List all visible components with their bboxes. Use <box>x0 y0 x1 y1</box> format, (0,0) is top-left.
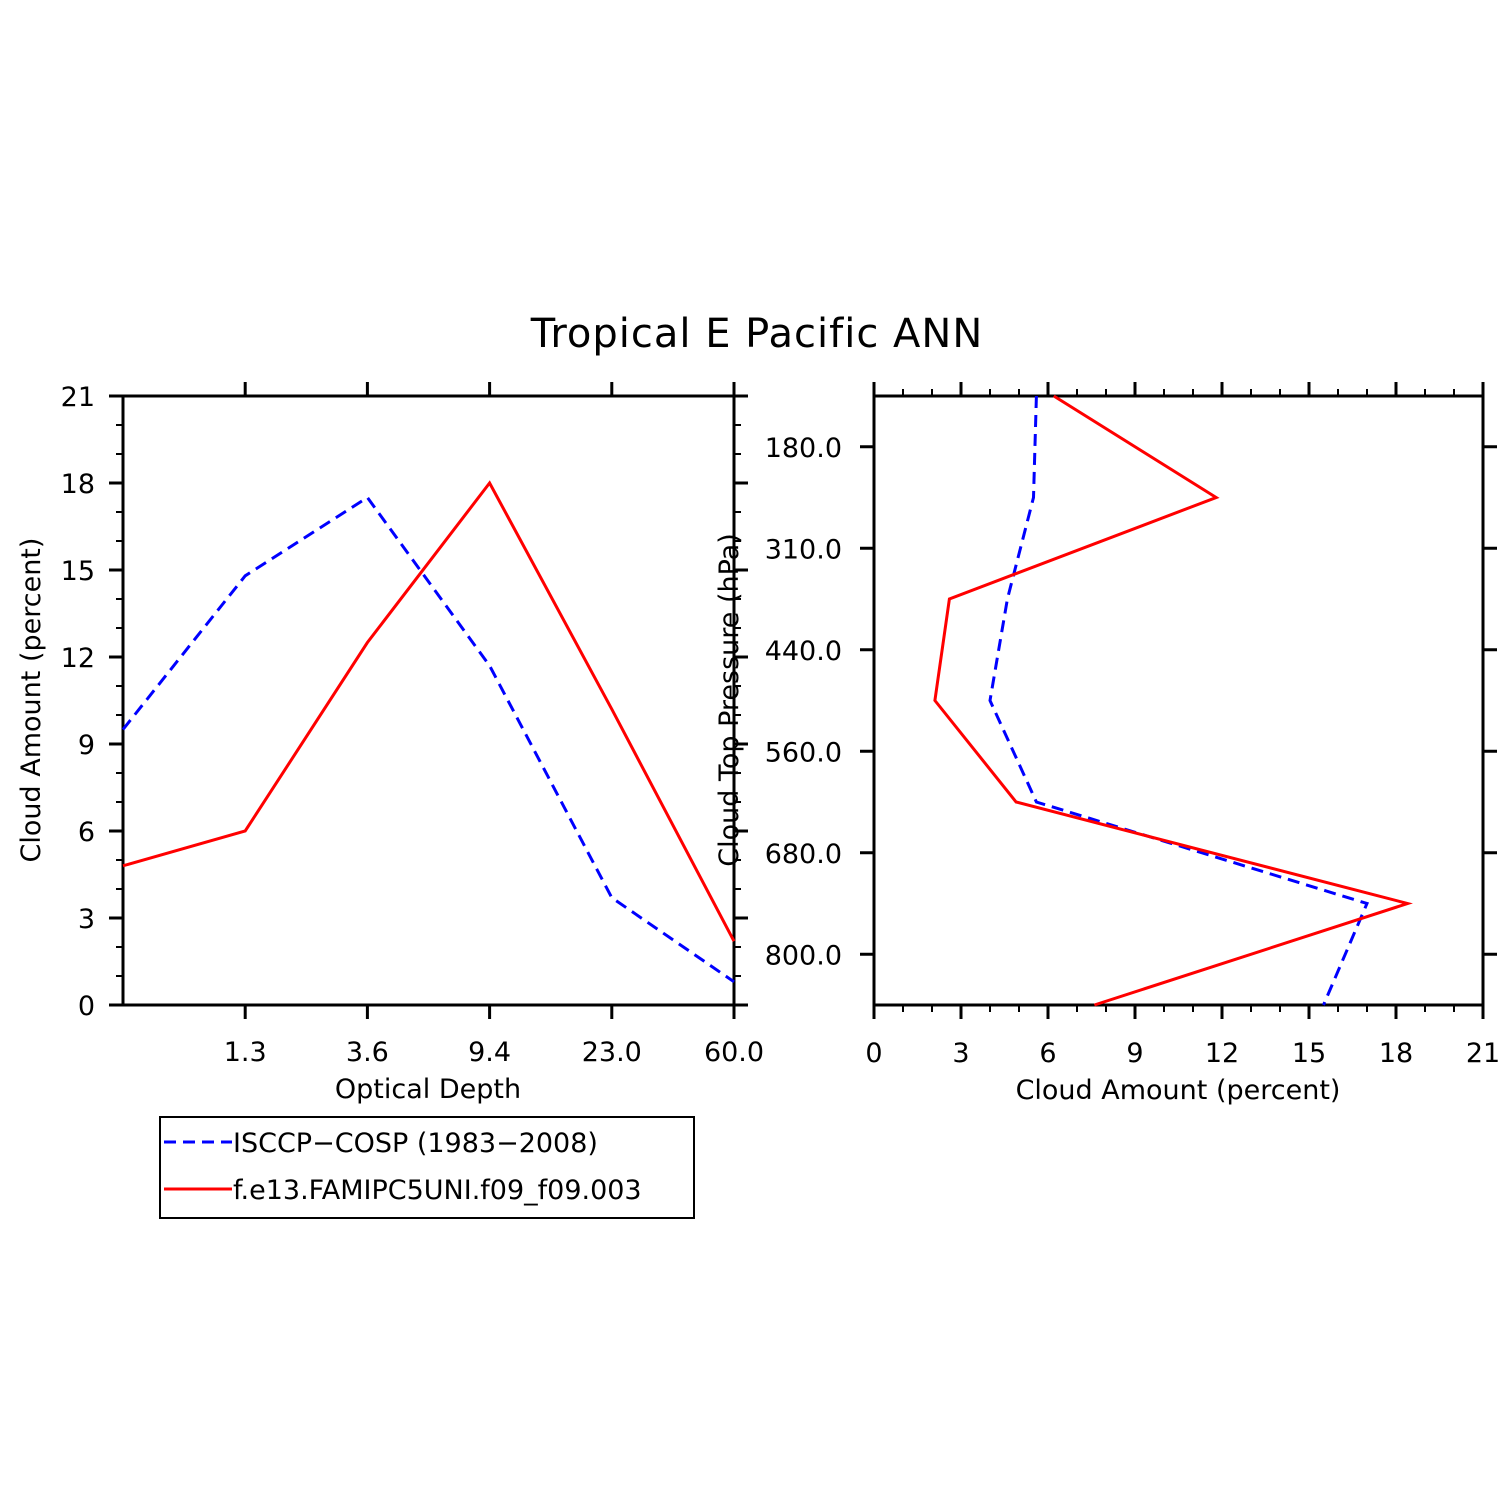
legend-label-isccp: ISCCP−COSP (1983−2008) <box>233 1128 598 1159</box>
optical-depth-panel: 0 3 6 9 12 15 18 21 1.3 3.6 9.4 23.0 60.0 Optical De… <box>16 382 764 1105</box>
legend: ISCCP−COSP (1983−2008) f.e13.FAMIPC5UNI.… <box>159 1116 695 1219</box>
right-x-tick-label: 9 <box>1126 1038 1143 1069</box>
right-x-tick-label: 3 <box>952 1038 969 1069</box>
right-y-tick-label: 680.0 <box>765 839 842 870</box>
left-x-tick-label: 9.4 <box>468 1037 511 1068</box>
right-y-tick-label: 560.0 <box>765 737 842 768</box>
left-y-tick-label: 12 <box>61 643 95 674</box>
right-x-tick-label: 21 <box>1466 1038 1500 1069</box>
right-x-tick-label: 6 <box>1039 1038 1056 1069</box>
left-y-tick-label: 0 <box>78 991 95 1022</box>
left-y-tick-label: 3 <box>78 904 95 935</box>
right-y-tick-label: 440.0 <box>765 636 842 667</box>
left-x-tick-label: 60.0 <box>704 1037 764 1068</box>
right-y-tick-label: 180.0 <box>765 433 842 464</box>
legend-label-model: f.e13.FAMIPC5UNI.f09_f09.003 <box>233 1175 642 1206</box>
right-series-isccp <box>988 395 1370 1006</box>
left-series-isccp <box>121 495 735 984</box>
left-y-axis-label: Cloud Amount (percent) <box>16 538 47 863</box>
right-y-tick-label: 310.0 <box>765 534 842 565</box>
left-y-tick-label: 15 <box>61 556 95 587</box>
left-x-axis-label: Optical Depth <box>335 1074 521 1105</box>
left-y-tick-label: 9 <box>78 730 95 761</box>
left-x-tick-label: 1.3 <box>224 1037 267 1068</box>
right-y-axis-label: Cloud Top Pressure (hPa) <box>714 533 745 867</box>
right-x-tick-label: 15 <box>1292 1038 1326 1069</box>
pressure-panel: 0 3 6 9 12 15 18 21 180.0 310.0 440.0 560.0 680.0 800… <box>714 382 1500 1106</box>
left-y-tick-label: 18 <box>61 469 95 500</box>
left-series-model <box>122 480 736 942</box>
left-plot-frame <box>121 394 736 1007</box>
right-x-tick-label: 0 <box>865 1038 882 1069</box>
right-y-tick-label: 800.0 <box>765 940 842 971</box>
left-x-tick-label: 3.6 <box>346 1037 389 1068</box>
right-x-tick-label: 18 <box>1379 1038 1413 1069</box>
left-y-tick-label: 6 <box>78 817 95 848</box>
right-x-tick-label: 12 <box>1205 1038 1239 1069</box>
right-plot-frame <box>872 394 1485 1007</box>
right-series-model <box>933 394 1413 1007</box>
left-x-tick-label: 23.0 <box>582 1037 642 1068</box>
right-x-axis-label: Cloud Amount (percent) <box>1016 1075 1341 1106</box>
legend-box <box>159 1116 695 1219</box>
left-y-tick-label: 21 <box>61 382 95 413</box>
chart-title: Tropical E Pacific ANN <box>530 311 983 357</box>
